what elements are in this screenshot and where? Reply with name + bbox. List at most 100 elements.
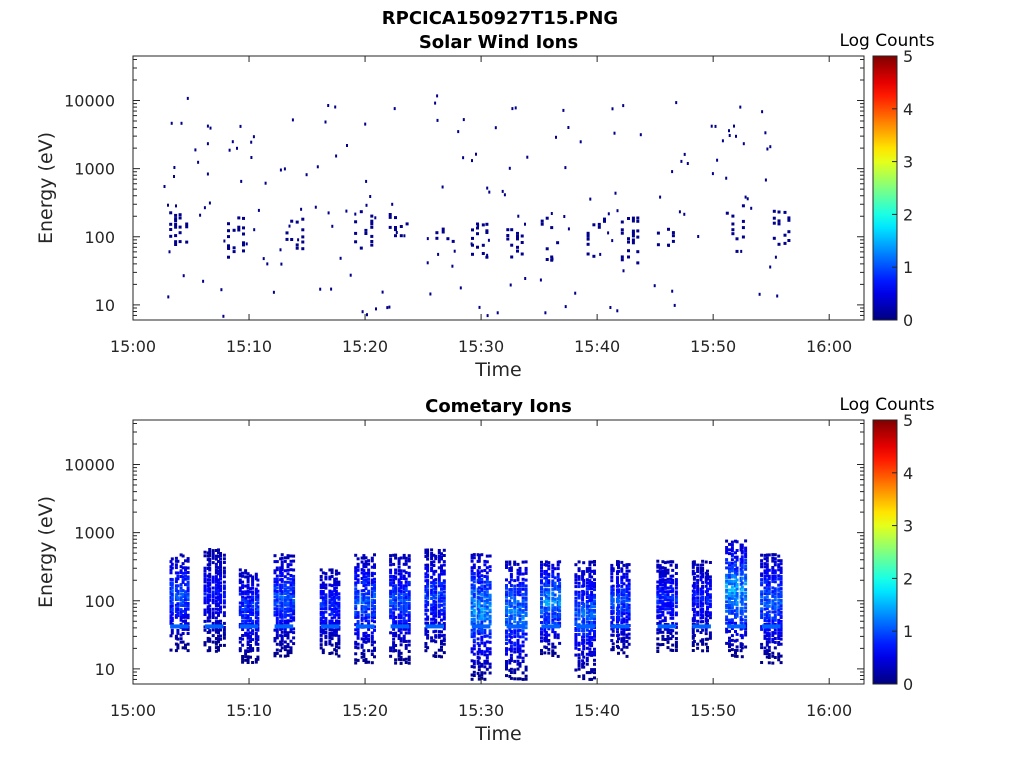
cometary-heatmap-cell [286, 621, 290, 625]
cometary-heatmap-cell [556, 567, 560, 571]
cometary-heatmap-cell [389, 568, 393, 572]
cometary-heatmap-cell [334, 633, 338, 637]
cometary-heatmap-cell [407, 571, 411, 575]
cometary-heatmap-cell [407, 601, 411, 605]
figure-title: RPCICA150927T15.PNG [382, 8, 618, 29]
cometary-heatmap-cell [477, 596, 481, 600]
cometary-heatmap-cell [426, 575, 430, 579]
cometary-heatmap-cell [553, 612, 557, 615]
cometary-heatmap-cell [319, 616, 323, 620]
cometary-heatmap-cell [767, 653, 771, 656]
cometary-heatmap-cell [241, 616, 245, 620]
cometary-heatmap-cell [275, 610, 279, 614]
cometary-heatmap-cell [238, 601, 242, 605]
cometary-heatmap-cell [337, 619, 341, 623]
cometary-heatmap-cell [540, 573, 543, 576]
cometary-heatmap-cell [432, 614, 436, 618]
solar-wind-heatmap-cell [739, 105, 742, 109]
cometary-heatmap-cell [203, 613, 207, 616]
cometary-heatmap-cell [292, 609, 296, 613]
cometary-heatmap-cell [292, 618, 296, 622]
cometary-heatmap-cell [389, 610, 393, 614]
cometary-heatmap-cell [249, 636, 252, 640]
cometary-heatmap-cell [740, 543, 744, 547]
cometary-heatmap-cell [362, 554, 366, 558]
cometary-x-tick-label: 15:20 [342, 701, 388, 720]
cometary-heatmap-cell [292, 631, 296, 635]
cometary-heatmap-cell [470, 620, 474, 624]
cometary-heatmap-cell [730, 638, 734, 642]
cometary-heatmap-cell [476, 659, 480, 663]
cometary-heatmap-cell [773, 580, 777, 584]
solar-wind-heatmap-cell [174, 240, 178, 244]
cometary-heatmap-cell [208, 630, 212, 634]
cometary-heatmap-cell [289, 588, 293, 592]
cometary-heatmap-cell [244, 584, 248, 588]
cometary-heatmap-cell [699, 601, 703, 605]
cometary-heatmap-cell [289, 577, 293, 581]
cometary-heatmap-cell [508, 567, 512, 570]
cometary-heatmap-cell [399, 619, 403, 623]
cometary-heatmap-cell [249, 590, 252, 594]
cometary-heatmap-cell [364, 580, 368, 584]
cometary-heatmap-cell [547, 561, 551, 565]
cometary-heatmap-cell [356, 611, 360, 615]
cometary-heatmap-cell [760, 574, 764, 578]
cometary-heatmap-cell [370, 559, 374, 563]
cometary-heatmap-cell [488, 601, 492, 605]
cometary-heatmap-cell [280, 613, 284, 617]
cometary-heatmap-cell [203, 566, 207, 570]
cometary-heatmap-cell [666, 646, 670, 650]
cometary-heatmap-cell [735, 632, 739, 636]
cometary-heatmap-cell [518, 652, 522, 656]
cometary-heatmap-cell [333, 592, 337, 596]
cometary-heatmap-cell [402, 607, 406, 611]
cometary-heatmap-cell [246, 661, 250, 664]
solar-wind-heatmap-cell [586, 234, 590, 238]
solar-wind-heatmap-cell [616, 209, 619, 213]
cometary-heatmap-cell [392, 584, 396, 588]
cometary-heatmap-cell [483, 559, 487, 563]
cometary-heatmap-cell [661, 643, 665, 646]
cometary-heatmap-cell [219, 557, 222, 561]
cometary-heatmap-cell [179, 596, 183, 600]
cometary-heatmap-cell [666, 640, 670, 644]
cometary-heatmap-cell [289, 613, 293, 617]
cometary-heatmap-cell [480, 604, 484, 608]
cometary-heatmap-cell [292, 583, 296, 587]
cometary-heatmap-cell [184, 610, 187, 614]
cometary-heatmap-cell [674, 601, 678, 605]
cometary-heatmap-cell [399, 581, 403, 585]
cometary-heatmap-cell [480, 553, 484, 557]
cometary-heatmap-cell [760, 559, 764, 563]
cometary-heatmap-cell [184, 622, 187, 626]
cometary-heatmap-cell [483, 569, 487, 572]
cometary-heatmap-cell [509, 653, 513, 657]
cometary-heatmap-cell [389, 599, 393, 603]
cometary-heatmap-cell [543, 576, 547, 580]
cometary-heatmap-cell [699, 592, 703, 596]
cometary-heatmap-cell [735, 555, 739, 559]
cometary-heatmap-cell [656, 650, 660, 653]
cometary-heatmap-cell [708, 584, 712, 588]
cometary-heatmap-cell [658, 599, 662, 603]
cometary-heatmap-cell [324, 572, 328, 576]
solar-wind-heatmap-cell [262, 257, 265, 261]
cometary-heatmap-cell [577, 662, 581, 666]
cometary-heatmap-cell [577, 629, 581, 633]
cometary-x-axis-label: Time [474, 723, 522, 745]
cometary-heatmap-cell [730, 611, 734, 615]
cometary-heatmap-cell [488, 635, 492, 639]
cometary-heatmap-cell [286, 597, 290, 601]
solar-wind-heatmap-cell [481, 252, 485, 255]
cometary-heatmap-cell [728, 573, 731, 577]
cometary-heatmap-cell [582, 584, 586, 588]
cometary-heatmap-cell [370, 649, 374, 653]
cometary-heatmap-cell [440, 593, 443, 597]
cometary-heatmap-cell [547, 593, 551, 597]
cometary-heatmap-cell [734, 539, 737, 543]
cometary-heatmap-cell [547, 608, 551, 612]
cometary-heatmap-cell [354, 604, 358, 608]
cometary-heatmap-cell [692, 584, 696, 588]
cometary-heatmap-cell [521, 581, 525, 585]
